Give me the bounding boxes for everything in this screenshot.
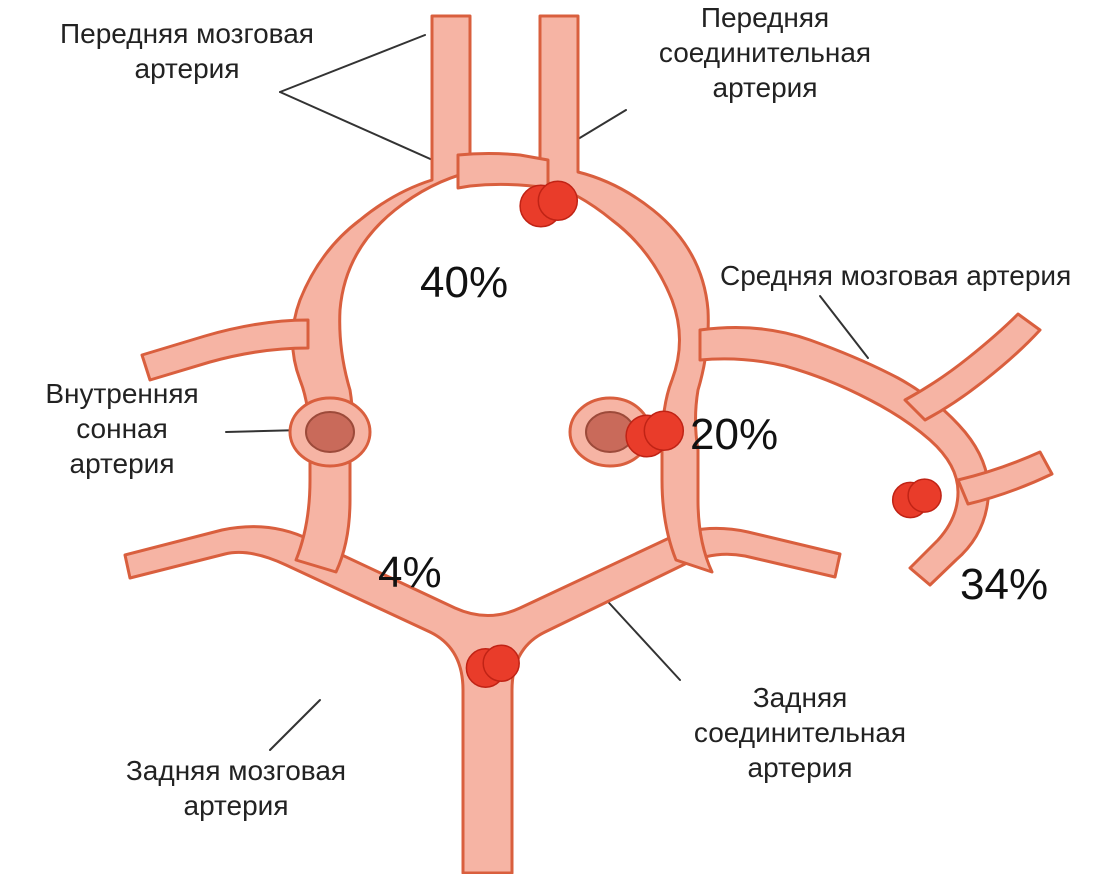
label-mca: Средняя мозговая артерия bbox=[720, 258, 1099, 293]
label-aca: Передняя мозговая артерия bbox=[32, 16, 342, 86]
left-ica-lumen-inner bbox=[306, 412, 354, 452]
pct-basilar: 4% bbox=[378, 548, 442, 598]
label-acoa: Передняя соединительная артерия bbox=[615, 0, 915, 105]
label-pcoa: Задняя соединительная артерия bbox=[640, 680, 960, 785]
left-mca-stub bbox=[142, 320, 308, 380]
ica-lumen-group bbox=[290, 398, 650, 466]
right-mca-branch-up bbox=[905, 314, 1040, 420]
label-ica: Внутренняя сонная артерия bbox=[22, 376, 222, 481]
pct-mca-distal: 34% bbox=[960, 560, 1048, 610]
aca-leader-2 bbox=[280, 92, 455, 170]
mca-dist-aneurysm bbox=[893, 479, 941, 517]
anterior-communicating bbox=[458, 154, 548, 189]
pca-leader bbox=[270, 700, 320, 750]
pct-acoa: 40% bbox=[420, 258, 508, 308]
acoa-aneurysm bbox=[520, 181, 577, 226]
label-pca: Задняя мозговая артерия bbox=[106, 753, 366, 823]
pct-mca: 20% bbox=[690, 410, 778, 460]
